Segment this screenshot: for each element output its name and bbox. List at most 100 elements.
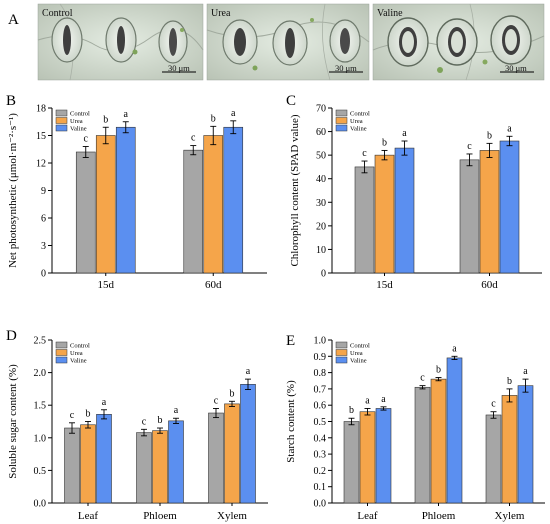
y-tick-label: 1.0	[314, 336, 327, 347]
significance-letter: c	[362, 148, 367, 159]
scale-label-valine: 30 μm	[505, 63, 527, 73]
bar-valine	[96, 414, 112, 504]
y-tick-label: 15	[36, 131, 46, 142]
significance-letter: a	[246, 366, 251, 377]
y-tick-label: 0.5	[314, 417, 327, 428]
significance-letter: b	[211, 113, 216, 124]
bar-control	[414, 386, 431, 504]
bar-control	[64, 427, 80, 504]
micrograph-title-valine: Valine	[377, 8, 403, 19]
legend-label-urea: Urea	[350, 118, 363, 125]
significance-letter: c	[70, 410, 75, 421]
y-axis-label: Net photosynthetic (μmol·m⁻²·s⁻¹)	[7, 113, 19, 268]
y-tick-label: 30	[316, 198, 326, 209]
significance-letter: c	[467, 141, 472, 152]
significance-letter: b	[487, 130, 492, 141]
bar-valine	[168, 420, 184, 504]
x-tick-label: 60d	[481, 279, 498, 291]
y-tick-label: 18	[36, 104, 46, 115]
significance-letter: a	[402, 128, 407, 139]
significance-letter: a	[507, 123, 512, 134]
bar-control	[75, 151, 96, 274]
bar-urea	[203, 135, 224, 274]
x-tick-label: 15d	[376, 279, 393, 291]
legend-swatch-urea	[55, 117, 68, 124]
significance-letter: a	[381, 394, 386, 405]
y-tick-label: 12	[36, 159, 46, 170]
x-tick-label: 60d	[205, 279, 222, 291]
significance-letter: c	[420, 373, 425, 384]
legend-label-urea: Urea	[70, 118, 83, 125]
legend-swatch-valine	[55, 356, 68, 364]
legend-swatch-control	[335, 341, 348, 349]
x-tick-label: Xylem	[217, 510, 247, 522]
significance-letter: a	[231, 108, 236, 119]
y-tick-label: 70	[316, 104, 326, 115]
y-tick-label: 0.2	[314, 466, 327, 477]
bar-valine	[517, 385, 534, 504]
x-tick-label: Leaf	[78, 510, 98, 522]
legend-swatch-urea	[55, 349, 68, 356]
bar-urea	[80, 424, 96, 504]
panel-label-c: C	[286, 93, 296, 109]
panel-label-d: D	[6, 328, 17, 344]
significance-letter: c	[84, 134, 89, 145]
bar-control	[354, 166, 375, 274]
y-tick-label: 40	[316, 174, 326, 185]
legend-swatch-valine	[335, 356, 348, 364]
bar-valine	[394, 147, 415, 274]
bar-valine	[115, 126, 136, 274]
y-axis-label: Soluble sugar content (%)	[7, 364, 19, 479]
legend-swatch-control	[55, 109, 68, 117]
y-tick-label: 6	[41, 214, 46, 225]
significance-letter: c	[491, 399, 496, 410]
y-tick-label: 0.5	[34, 466, 47, 477]
scale-label-urea: 30 μm	[335, 63, 357, 73]
y-tick-label: 1.0	[34, 433, 47, 444]
bar-urea	[374, 154, 395, 274]
bar-valine	[223, 126, 244, 274]
bar-urea	[501, 395, 518, 504]
significance-letter: b	[436, 364, 441, 375]
significance-letter: b	[349, 405, 354, 416]
y-tick-label: 0.8	[314, 368, 327, 379]
significance-letter: a	[124, 109, 129, 120]
significance-letter: a	[102, 397, 107, 408]
legend-label-urea: Urea	[70, 350, 83, 357]
y-tick-label: 9	[41, 186, 46, 197]
y-tick-label: 20	[316, 221, 326, 232]
panel-label-a: A	[8, 12, 19, 28]
bar-urea	[152, 430, 168, 504]
bar-urea	[430, 378, 447, 504]
legend-swatch-urea	[335, 117, 348, 124]
legend-label-control: Control	[70, 111, 90, 118]
y-tick-label: 0.7	[314, 384, 327, 395]
significance-letter: a	[365, 395, 370, 406]
significance-letter: b	[158, 415, 163, 426]
bar-urea	[479, 150, 500, 274]
micrograph-valine: Valine 30 μm	[372, 3, 545, 81]
micrograph-title-urea: Urea	[211, 8, 231, 19]
legend-swatch-control	[55, 341, 68, 349]
y-tick-label: 0	[321, 269, 326, 280]
significance-letter: b	[230, 388, 235, 399]
panel-label-b: B	[6, 93, 16, 109]
bar-urea	[359, 411, 376, 504]
y-tick-label: 0.4	[314, 433, 327, 444]
legend-label-control: Control	[70, 343, 90, 350]
significance-letter: c	[214, 395, 219, 406]
bar-valine	[499, 140, 520, 274]
y-tick-label: 60	[316, 127, 326, 138]
legend-swatch-urea	[335, 349, 348, 356]
bar-control	[183, 149, 204, 274]
bar-valine	[375, 408, 392, 504]
y-tick-label: 0.1	[314, 482, 327, 493]
legend-swatch-control	[335, 109, 348, 117]
chart-chlorophyll: C 0 10 20 30 40 50 60 70 Chlorophyll content (SPA…	[286, 93, 542, 291]
bar-control	[343, 421, 360, 504]
legend-swatch-valine	[335, 124, 348, 132]
micrograph-panel: A Control 30 μm	[8, 3, 545, 81]
y-axis-label: Chlorophyll content (SPAD value)	[289, 114, 301, 266]
significance-letter: b	[382, 137, 387, 148]
